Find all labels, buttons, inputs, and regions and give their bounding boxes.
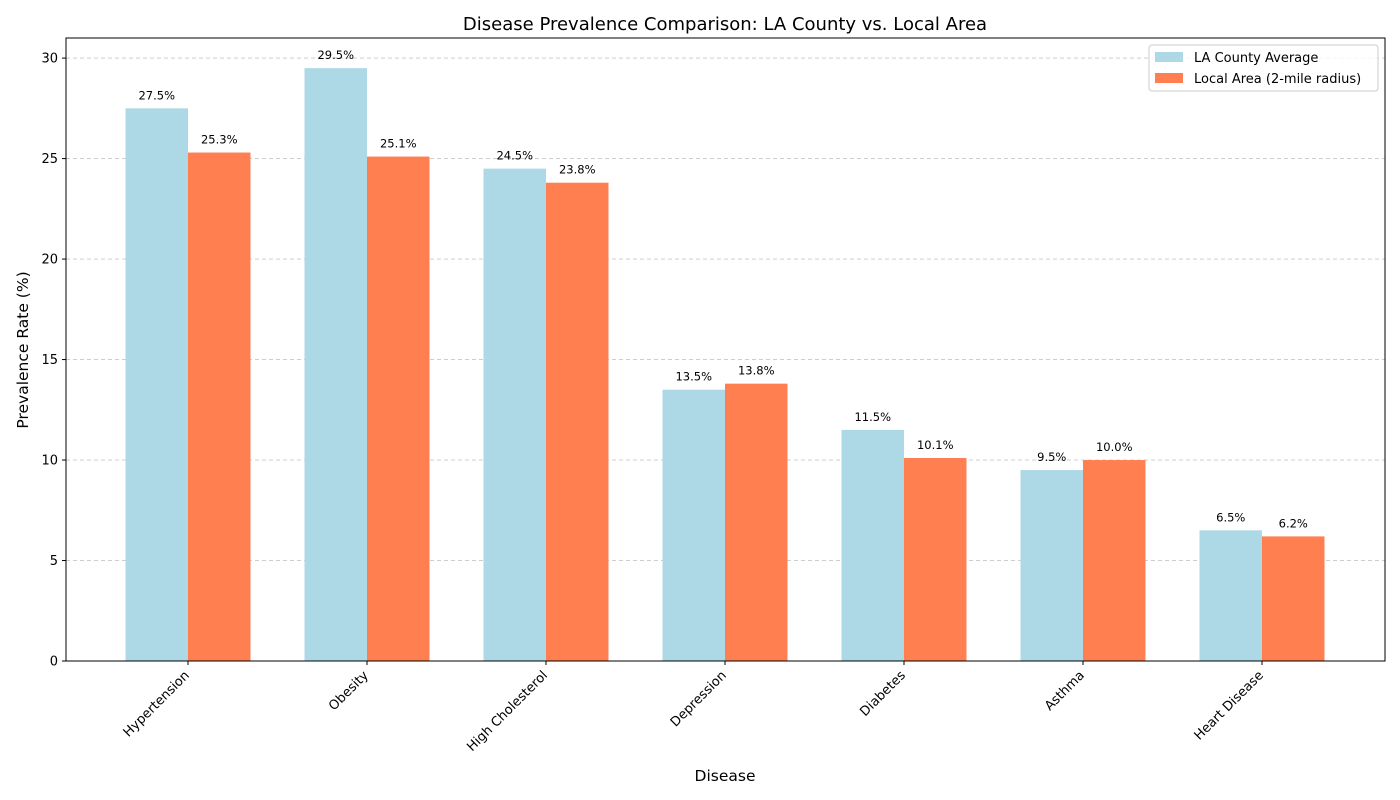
bar-local-area-2-mile-radius-diabetes (904, 458, 967, 661)
x-axis-label: Disease (695, 767, 756, 785)
y-tick-label: 5 (50, 554, 58, 569)
bar-la-county-average-high-cholesterol (483, 168, 546, 661)
data-label: 24.5% (496, 149, 533, 163)
bar-local-area-2-mile-radius-obesity (367, 156, 430, 661)
bar-local-area-2-mile-radius-high-cholesterol (546, 182, 609, 661)
data-label: 9.5% (1037, 450, 1066, 464)
data-label: 6.2% (1279, 516, 1308, 530)
bar-local-area-2-mile-radius-depression (725, 383, 788, 661)
y-tick-label: 15 (41, 353, 58, 368)
legend-label-local-area: Local Area (2-mile radius) (1194, 72, 1361, 87)
y-tick-label: 20 (41, 253, 58, 268)
x-tick-label: Asthma (1042, 668, 1088, 714)
x-tick-label: Depression (668, 668, 730, 730)
data-label: 25.3% (201, 133, 238, 147)
y-tick-label: 0 (50, 655, 58, 670)
data-label: 10.0% (1096, 440, 1133, 454)
x-tick-label: Diabetes (857, 668, 909, 720)
y-tick-label: 25 (41, 152, 58, 167)
data-label: 10.1% (917, 438, 954, 452)
bar-la-county-average-asthma (1020, 470, 1083, 661)
y-axis: 0 5 10 15 20 25 30 (41, 52, 66, 670)
data-label: 13.5% (675, 370, 712, 384)
y-axis-label: Prevalence Rate (%) (14, 271, 32, 428)
y-tick-label: 30 (41, 52, 58, 67)
data-labels: 27.5% 29.5% 24.5% 13.5% 11.5% 9.5% 6.5% 25.3% 25… (138, 48, 1307, 530)
data-label: 23.8% (559, 163, 596, 177)
x-tick-label: Hypertension (121, 668, 193, 740)
legend-swatch-la-county (1155, 52, 1183, 62)
x-tick-label: Obesity (326, 668, 372, 714)
bars (125, 68, 1325, 662)
data-label: 29.5% (317, 48, 354, 62)
x-tick-label: High Cholesterol (464, 668, 551, 755)
bar-la-county-average-heart-disease (1199, 530, 1262, 661)
legend-box (1148, 44, 1379, 92)
chart-title: Disease Prevalence Comparison: LA County… (463, 14, 987, 35)
bar-la-county-average-obesity (304, 68, 367, 662)
y-tick-label: 10 (41, 454, 58, 469)
x-tick-label: Heart Disease (1192, 668, 1267, 743)
bar-local-area-2-mile-radius-asthma (1083, 460, 1146, 661)
legend-swatch-local-area (1155, 73, 1183, 83)
data-label: 25.1% (380, 137, 417, 151)
legend-label-la-county: LA County Average (1194, 51, 1318, 66)
bar-la-county-average-depression (662, 389, 725, 661)
data-label: 6.5% (1216, 510, 1245, 524)
legend: LA County Average Local Area (2-mile rad… (1148, 44, 1379, 92)
data-label: 27.5% (138, 88, 175, 102)
gridlines (66, 57, 1385, 561)
bar-la-county-average-diabetes (841, 429, 904, 661)
data-label: 13.8% (738, 364, 775, 378)
bar-la-county-average-hypertension (125, 108, 188, 662)
bar-local-area-2-mile-radius-heart-disease (1262, 536, 1325, 661)
x-axis: Hypertension Obesity High Cholesterol Depre… (121, 661, 1267, 755)
data-label: 11.5% (854, 410, 891, 424)
bar-local-area-2-mile-radius-hypertension (188, 152, 251, 661)
